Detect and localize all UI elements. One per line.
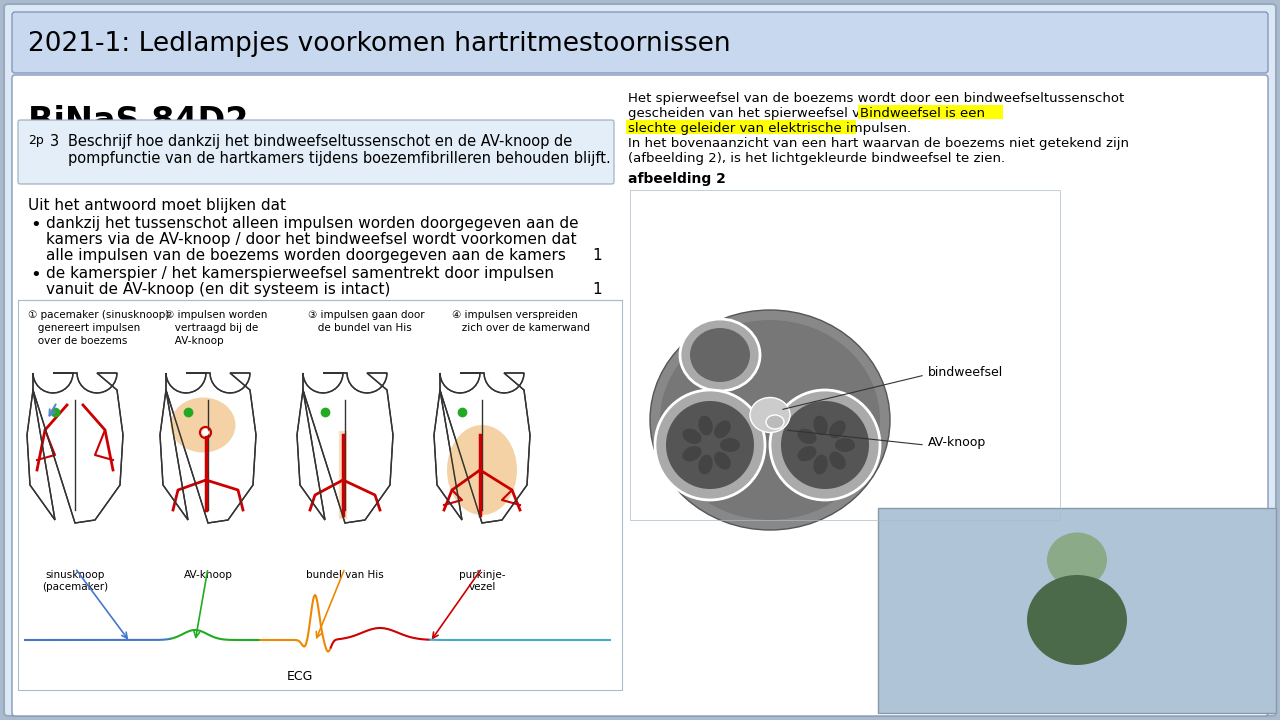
Ellipse shape <box>682 428 701 444</box>
Ellipse shape <box>1047 533 1107 588</box>
Text: sinusknoop
(pacemaker): sinusknoop (pacemaker) <box>42 570 108 592</box>
Ellipse shape <box>699 454 713 474</box>
Ellipse shape <box>781 401 869 489</box>
Bar <box>18 300 622 690</box>
Text: over de boezems: over de boezems <box>28 336 128 346</box>
Text: bindweefsel: bindweefsel <box>928 366 1004 379</box>
Text: BiNaS 84D2: BiNaS 84D2 <box>28 105 248 138</box>
Ellipse shape <box>829 420 846 438</box>
Text: purkinje-
vezel: purkinje- vezel <box>458 570 506 592</box>
Ellipse shape <box>719 438 740 452</box>
FancyBboxPatch shape <box>12 12 1268 73</box>
Ellipse shape <box>447 425 517 515</box>
Ellipse shape <box>771 390 881 500</box>
Ellipse shape <box>655 390 765 500</box>
Ellipse shape <box>690 328 750 382</box>
Ellipse shape <box>797 428 817 444</box>
Text: slechte geleider van elektrische impulsen.: slechte geleider van elektrische impulse… <box>628 122 911 135</box>
Bar <box>878 508 1276 713</box>
Text: afbeelding 2: afbeelding 2 <box>628 172 726 186</box>
Text: ③ impulsen gaan door: ③ impulsen gaan door <box>308 310 425 320</box>
Text: ④ impulsen verspreiden: ④ impulsen verspreiden <box>452 310 577 320</box>
Text: vertraagd bij de: vertraagd bij de <box>165 323 259 333</box>
Ellipse shape <box>829 451 846 469</box>
Text: AV-knoop: AV-knoop <box>928 436 987 449</box>
Ellipse shape <box>682 446 701 462</box>
Text: (afbeelding 2), is het lichtgekleurde bindweefsel te zien.: (afbeelding 2), is het lichtgekleurde bi… <box>628 152 1005 165</box>
Text: genereert impulsen: genereert impulsen <box>28 323 141 333</box>
Text: 1: 1 <box>593 282 602 297</box>
Text: pompfunctie van de hartkamers tijdens boezemfibrilleren behouden blijft.: pompfunctie van de hartkamers tijdens bo… <box>68 151 611 166</box>
Text: 2p: 2p <box>28 134 44 147</box>
Bar <box>858 105 1004 119</box>
Ellipse shape <box>714 451 731 469</box>
Text: vanuit de AV-knoop (en dit systeem is intact): vanuit de AV-knoop (en dit systeem is in… <box>46 282 390 297</box>
Text: dankzij het tussenschot alleen impulsen worden doorgegeven aan de: dankzij het tussenschot alleen impulsen … <box>46 216 579 231</box>
Polygon shape <box>434 373 530 523</box>
Ellipse shape <box>750 397 790 433</box>
Text: ① pacemaker (sinusknoop): ① pacemaker (sinusknoop) <box>28 310 169 320</box>
Text: gescheiden van het spierweefsel van de kamers.: gescheiden van het spierweefsel van de k… <box>628 107 960 120</box>
Text: Beschrijf hoe dankzij het bindweefseltussenschot en de AV-knoop de: Beschrijf hoe dankzij het bindweefseltus… <box>68 134 572 149</box>
Polygon shape <box>160 373 256 523</box>
Text: Bindweefsel is een: Bindweefsel is een <box>860 107 986 120</box>
Text: AV-knoop: AV-knoop <box>183 570 233 580</box>
Text: bundel van His: bundel van His <box>306 570 384 580</box>
Text: de kamerspier / het kamerspierweefsel samentrekt door impulsen: de kamerspier / het kamerspierweefsel sa… <box>46 266 554 281</box>
Ellipse shape <box>1027 575 1126 665</box>
Ellipse shape <box>699 415 713 436</box>
Text: •: • <box>29 216 41 234</box>
Text: 3: 3 <box>50 134 59 149</box>
Ellipse shape <box>813 454 828 474</box>
Text: Het spierweefsel van de boezems wordt door een bindweefseltussenschot: Het spierweefsel van de boezems wordt do… <box>628 92 1124 105</box>
FancyBboxPatch shape <box>18 120 614 184</box>
Text: 1: 1 <box>593 248 602 263</box>
Text: kamers via de AV-knoop / door het bindweefsel wordt voorkomen dat: kamers via de AV-knoop / door het bindwe… <box>46 232 576 247</box>
Ellipse shape <box>835 438 855 452</box>
Text: alle impulsen van de boezems worden doorgegeven aan de kamers: alle impulsen van de boezems worden door… <box>46 248 566 263</box>
Text: de bundel van His: de bundel van His <box>308 323 412 333</box>
Ellipse shape <box>714 420 731 438</box>
FancyBboxPatch shape <box>4 4 1276 716</box>
Ellipse shape <box>666 401 754 489</box>
Text: AV-knoop: AV-knoop <box>165 336 224 346</box>
Ellipse shape <box>813 415 828 436</box>
Ellipse shape <box>170 397 236 452</box>
Ellipse shape <box>765 415 783 429</box>
Ellipse shape <box>797 446 817 462</box>
Polygon shape <box>297 373 393 523</box>
Ellipse shape <box>650 310 890 530</box>
Text: 2021-1: Ledlampjes voorkomen hartritmestoornissen: 2021-1: Ledlampjes voorkomen hartritmest… <box>28 31 731 57</box>
Text: In het bovenaanzicht van een hart waarvan de boezems niet getekend zijn: In het bovenaanzicht van een hart waarva… <box>628 137 1129 150</box>
Text: ② impulsen worden: ② impulsen worden <box>165 310 268 320</box>
Polygon shape <box>27 373 123 523</box>
Text: zich over de kamerwand: zich over de kamerwand <box>452 323 590 333</box>
Bar <box>626 120 856 134</box>
Text: •: • <box>29 266 41 284</box>
Text: ECG: ECG <box>287 670 314 683</box>
Ellipse shape <box>660 320 881 520</box>
FancyBboxPatch shape <box>12 75 1268 716</box>
Ellipse shape <box>680 319 760 391</box>
Text: Uit het antwoord moet blijken dat: Uit het antwoord moet blijken dat <box>28 198 285 213</box>
